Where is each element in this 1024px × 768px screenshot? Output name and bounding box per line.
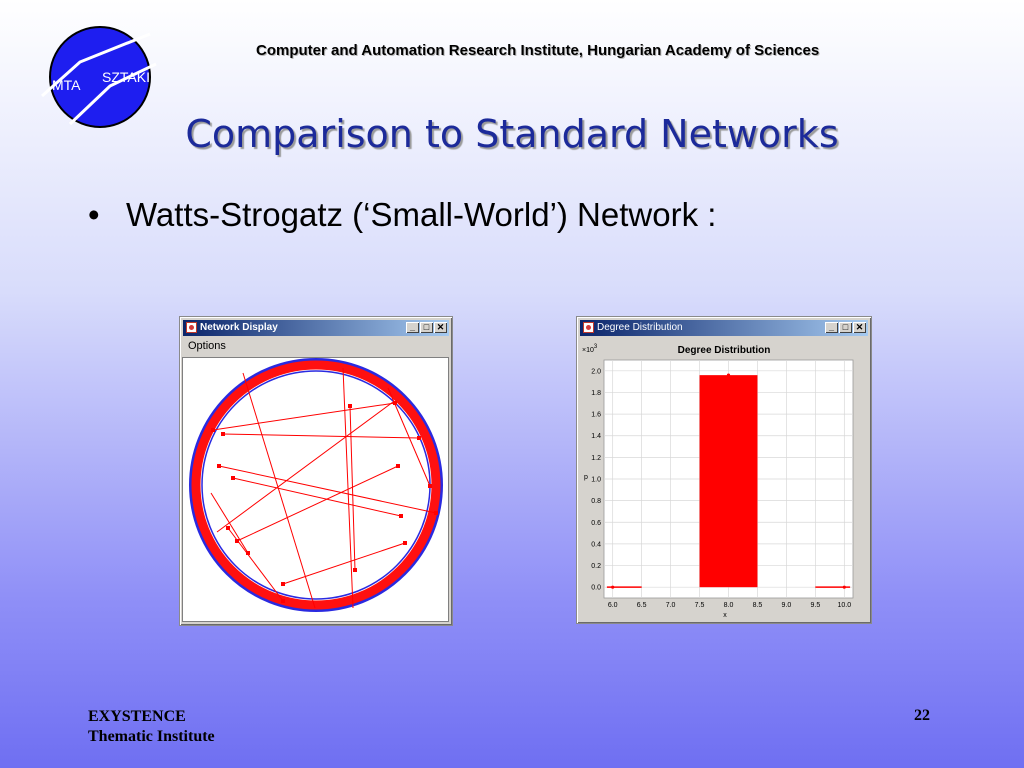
y-tick-label: 2.0 [591, 368, 601, 375]
y-tick-label: 0.8 [591, 498, 601, 505]
x-tick-label: 6.0 [608, 602, 618, 609]
footer-line2: Thematic Institute [88, 728, 215, 745]
network-menubar: Options [183, 337, 449, 355]
bullet-text: Watts-Strogatz (‘Small-World’) Network : [126, 196, 717, 233]
logo-mta-text: MTA [52, 77, 81, 93]
degree-distribution-window[interactable]: Degree Distribution _ □ ✕ ×103 Degree Di… [576, 316, 872, 624]
x-tick-label: 9.5 [810, 602, 820, 609]
footer-org: EXYSTENCE Thematic Institute [88, 707, 215, 747]
network-nodes [211, 401, 438, 603]
x-tick-label: 10.0 [838, 602, 852, 609]
y-tick-label: 0.4 [591, 541, 601, 548]
network-display-window[interactable]: Network Display _ □ ✕ Options [179, 316, 453, 626]
x-tick-label: 8.5 [753, 602, 763, 609]
menu-options[interactable]: Options [188, 340, 226, 352]
y-tick-label: 0.6 [591, 520, 601, 527]
degree-window-titlebar[interactable]: Degree Distribution _ □ ✕ [580, 320, 868, 336]
y-tick-label: 1.6 [591, 412, 601, 419]
data-point [842, 585, 846, 589]
institute-name: Computer and Automation Research Institu… [256, 42, 820, 59]
close-button[interactable]: ✕ [853, 322, 866, 333]
close-button[interactable]: ✕ [434, 322, 447, 333]
ticks: 0.0 0.2 0.4 0.6 0.8 1.0 1.2 1.4 1.6 1.8 2.0 6.0 6.5 7… [591, 368, 851, 609]
y-tick-label: 1.8 [591, 390, 601, 397]
bullet-item: • Watts-Strogatz (‘Small-World’) Network … [88, 196, 716, 234]
y-multiplier: ×103 [582, 344, 598, 354]
mta-sztaki-logo: MTA SZTAKI [40, 26, 157, 128]
slide-title: Comparison to Standard Networks [185, 112, 839, 156]
network-window-titlebar[interactable]: Network Display _ □ ✕ [183, 320, 449, 336]
x-tick-label: 7.0 [666, 602, 676, 609]
x-tick-label: 8.0 [724, 602, 734, 609]
x-axis-label: x [723, 612, 727, 619]
marks [606, 373, 851, 589]
maximize-button[interactable]: □ [420, 322, 433, 333]
y-tick-label: 1.4 [591, 433, 601, 440]
bullet-marker: • [88, 196, 100, 233]
app-icon [583, 322, 594, 333]
y-axis-label: p [584, 474, 588, 481]
logo-sztaki-text: SZTAKI [102, 69, 150, 85]
data-point [726, 373, 731, 377]
y-tick-label: 1.2 [591, 455, 601, 462]
network-window-title: Network Display [200, 322, 278, 333]
x-tick-label: 9.0 [782, 602, 792, 609]
degree-window-title: Degree Distribution [597, 322, 683, 333]
minimize-button[interactable]: _ [825, 322, 838, 333]
footer-line1: EXYSTENCE [88, 708, 186, 725]
y-tick-label: 1.0 [591, 477, 601, 484]
network-edges [210, 367, 437, 609]
bar [699, 375, 758, 588]
app-icon [186, 322, 197, 333]
y-tick-label: 0.0 [591, 585, 601, 592]
data-point [611, 585, 615, 589]
x-tick-label: 6.5 [637, 602, 647, 609]
maximize-button[interactable]: □ [839, 322, 852, 333]
x-tick-label: 7.5 [695, 602, 705, 609]
degree-distribution-chart: ×103 Degree Distribution p x 0.00.20.40.… [582, 344, 854, 619]
chart-title: Degree Distribution [678, 345, 771, 356]
page-number: 22 [914, 707, 930, 724]
network-canvas [182, 357, 449, 622]
network-graph [189, 358, 443, 612]
minimize-button[interactable]: _ [406, 322, 419, 333]
y-tick-label: 0.2 [591, 563, 601, 570]
